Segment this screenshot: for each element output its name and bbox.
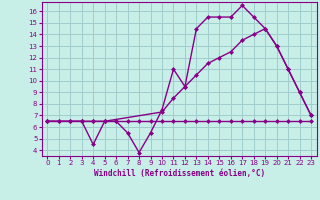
X-axis label: Windchill (Refroidissement éolien,°C): Windchill (Refroidissement éolien,°C) (94, 169, 265, 178)
